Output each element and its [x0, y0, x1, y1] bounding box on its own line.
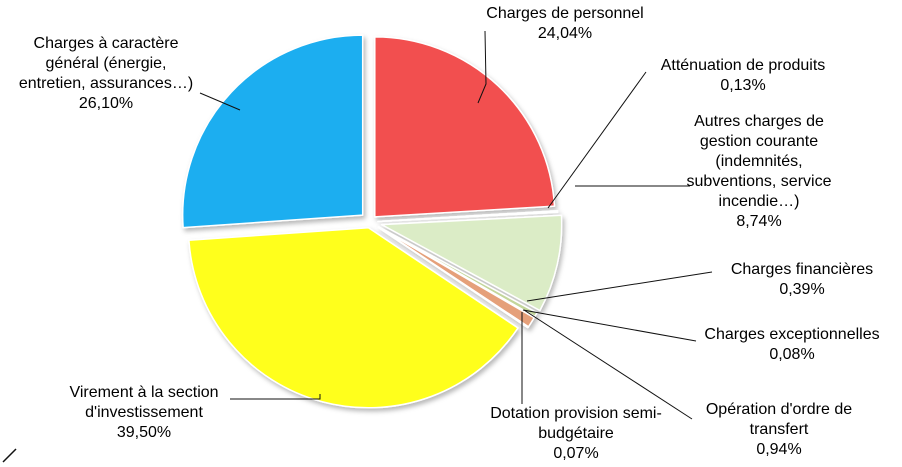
slice-name-line: (indemnités,: [715, 153, 802, 170]
leader-line-operation-d-ordre-de: [523, 309, 693, 420]
slice-labels: Charges de personnel 24,04% Atténuation de…: [19, 5, 880, 462]
slice-label-virement-a-la-section: Virement à la section d'investissement 39,…: [69, 384, 218, 441]
leader-line-attenuation-de-produits: [547, 71, 647, 209]
slice-label-charges-a-caractere: Charges à caractère général (énergie, entr…: [19, 35, 193, 112]
pie-slice-dotation-provision-semi: [377, 226, 530, 329]
slice-name-line: Atténuation de produits: [661, 57, 826, 74]
slice-value-label: 26,10%: [79, 95, 133, 112]
pie-slice-attenuation-de-produits: [377, 209, 559, 223]
slice-label-charges-exceptionnelles: Charges exceptionnelles 0,08%: [704, 326, 879, 363]
slice-label-charges-de-personnel: Charges de personnel 24,04%: [486, 5, 643, 42]
slice-label-dotation-provision-semi: Dotation provision semi-budgétaire 0,07%: [490, 405, 662, 462]
slice-name-line: général (énergie,: [46, 55, 167, 72]
slice-value-label: 0,13%: [720, 77, 765, 94]
pie-slices: [181, 34, 563, 409]
slice-value-label: 0,08%: [769, 346, 814, 363]
slice-label-attenuation-de-produits: Atténuation de produits 0,13%: [661, 57, 826, 94]
slice-name-line: Charges exceptionnelles: [704, 326, 879, 343]
slice-value-label: 0,39%: [779, 281, 824, 298]
pie-slice-autres-charges-de: [380, 214, 563, 312]
slice-value-label: 0,94%: [756, 441, 801, 458]
leader-line-charges-de-personnel: [477, 30, 487, 104]
slice-name-line: Charges à caractère: [34, 35, 179, 52]
pie-slice-charges-a-caractere: [181, 34, 364, 229]
slice-name-line: gestion courante: [700, 133, 818, 150]
corner-tick-mark: [2, 448, 17, 463]
slice-name-line: Virement à la section: [69, 384, 218, 401]
pie-slice-charges-de-personnel: [374, 36, 556, 218]
slice-name-line: Opération d'ordre de: [706, 401, 852, 418]
slice-value-label: 0,07%: [553, 445, 598, 462]
leader-line-charges-a-caractere: [199, 92, 241, 111]
slice-value-label: 39,50%: [117, 424, 171, 441]
leader-line-charges-exceptionnelles: [522, 309, 697, 342]
leader-line-charges-financieres: [526, 271, 713, 302]
slice-name-line: incendie…): [719, 193, 800, 210]
slice-name-line: Charges de personnel: [486, 5, 643, 22]
leader-line-virement-a-la-section: [230, 394, 321, 400]
pie-slice-virement-a-la-section: [188, 227, 519, 409]
slice-label-operation-d-ordre-de: Opération d'ordre de transfert 0,94%: [706, 401, 852, 458]
slice-name-line: budgétaire: [538, 425, 614, 442]
leader-lines: [199, 30, 713, 420]
slice-label-charges-financieres: Charges financières 0,39%: [731, 261, 873, 298]
slice-name-line: transfert: [750, 421, 809, 438]
slice-name-line: Autres charges de: [694, 113, 824, 130]
slice-name-line: d'investissement: [85, 404, 203, 421]
slice-name-line: Charges financières: [731, 261, 873, 278]
slice-value-label: 24,04%: [538, 25, 592, 42]
slice-name-line: subventions, service: [687, 173, 832, 190]
slice-name-line: Dotation provision semi-: [490, 405, 662, 422]
slice-name-line: entretien, assurances…): [19, 75, 193, 92]
slice-label-autres-charges-de: Autres charges de gestion courante (indemn…: [687, 113, 832, 230]
slice-value-label: 8,74%: [736, 213, 781, 230]
